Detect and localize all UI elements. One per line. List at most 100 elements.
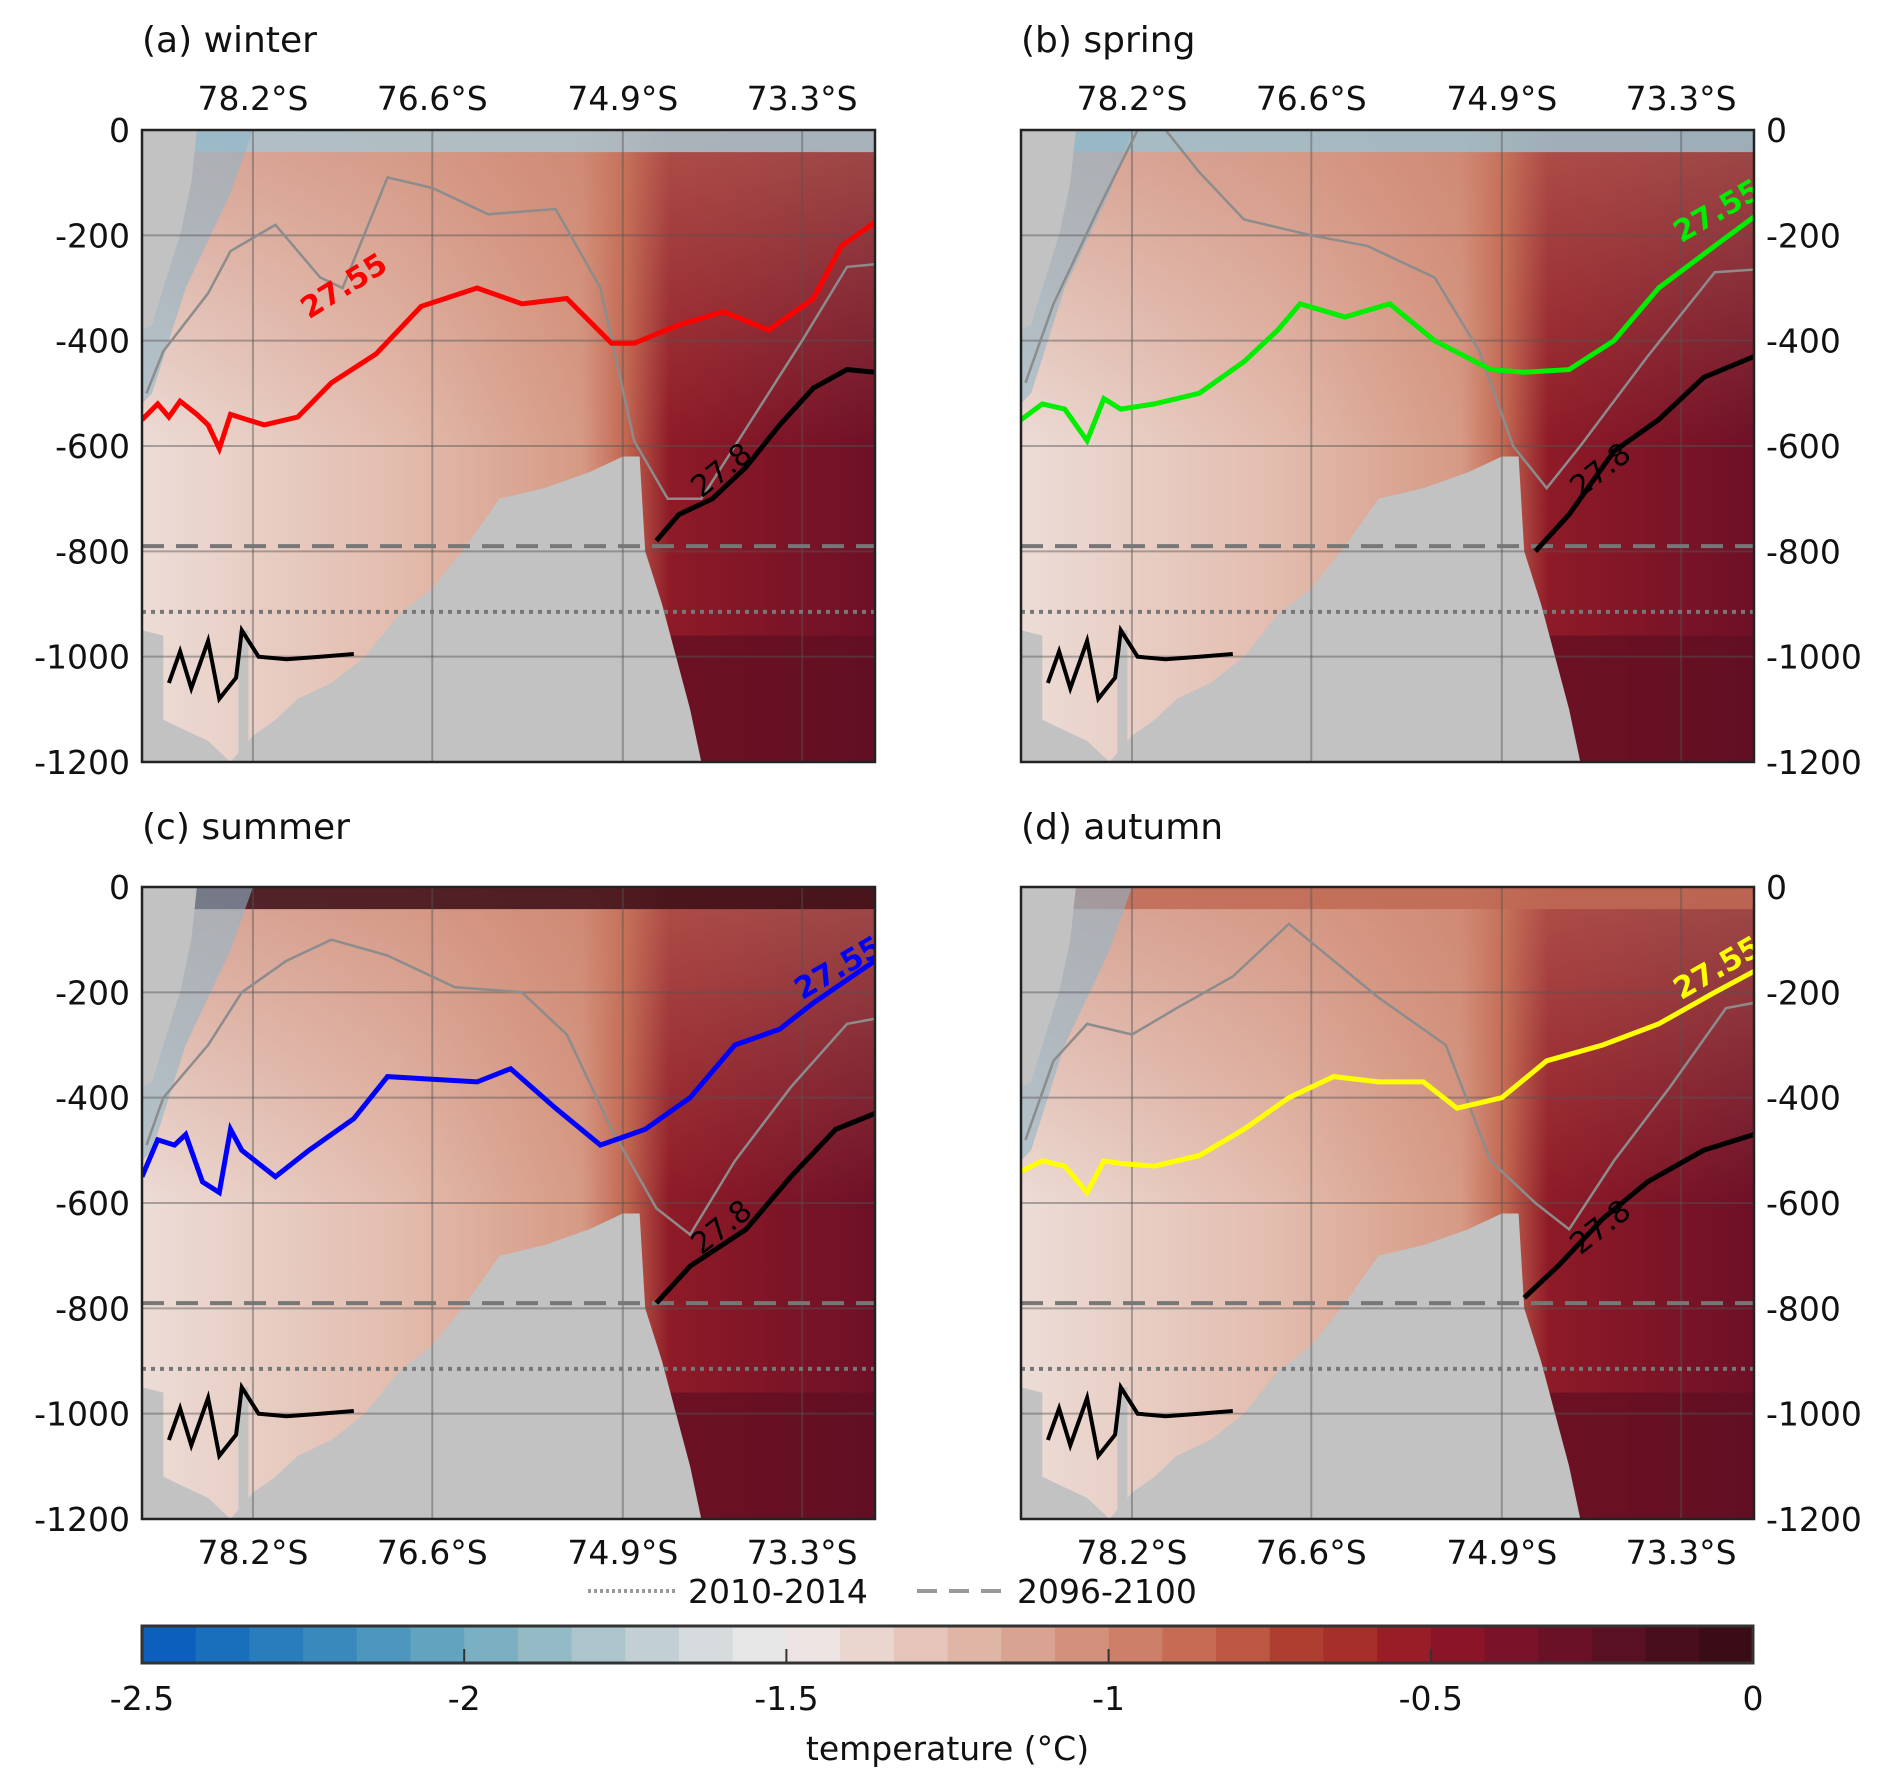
colorbar-frame [140,1624,1755,1665]
panel-title: (c) summer [142,807,350,848]
colorbar-tick-label: -1.5 [754,1679,818,1718]
y-tick-label: -200 [55,973,130,1012]
axes-frame [1019,128,1756,764]
x-tick-label: 76.6°S [377,1533,488,1572]
colorbar-tick-label: -2.5 [110,1679,174,1718]
colorbar-swatch [1484,1626,1539,1663]
colorbar-swatch [1591,1626,1647,1663]
colorbar-swatch [1054,1626,1110,1663]
colorbar-swatch [1216,1626,1271,1663]
legend-label-2010-2014: 2010-2014 [688,1572,868,1611]
isopycnal-27-8-line [654,367,875,543]
ice-shelf-mask [1021,887,1076,1088]
grey-contour-line [1024,922,1754,1232]
isopycnal-27-55-line [142,958,875,1197]
y-tick-label: 0 [1766,868,1787,907]
colorbar-swatch [1269,1626,1324,1663]
y-tick-label: -200 [1766,216,1841,255]
y-tick-label: -400 [55,322,130,361]
panel-title: (b) spring [1021,20,1195,61]
y-tick-label: -400 [55,1079,130,1118]
colorbar-swatch [893,1626,949,1663]
colorbar-label: temperature (°C) [806,1729,1089,1768]
colorbar-swatch [517,1626,573,1663]
grey-contour-line [145,938,875,1237]
y-tick-label: -1000 [1766,638,1862,677]
bathymetry-ridge [1117,1387,1128,1519]
bathymetry-ridge [1117,630,1128,762]
colorbar-swatch [732,1626,787,1663]
colorbar-swatch [1108,1626,1163,1663]
legend-label-2096-2100: 2096-2100 [1017,1572,1197,1611]
panel-title: (a) winter [142,20,317,61]
axes-frame [1019,885,1756,1521]
y-tick-label: 0 [109,868,130,907]
axes-frame [140,885,877,1521]
isopycnal-27-8-line [1522,1132,1754,1300]
colorbar-swatch [1699,1626,1754,1663]
axes-frame [140,128,877,764]
y-tick-label: -1200 [34,1500,130,1539]
colorbar-tick-label: -0.5 [1399,1679,1463,1718]
y-tick-label: -1000 [34,638,130,677]
colorbar-swatch [1538,1626,1593,1663]
colorbar-swatch [1645,1626,1700,1663]
isopycnal-27-8-line [1533,354,1754,553]
panel-title: (d) autumn [1021,807,1223,848]
surface-layer [142,130,875,153]
x-tick-label: 78.2°S [1076,1533,1187,1572]
isopycnal-27-55-line [1021,969,1754,1197]
y-tick-label: -200 [55,216,130,255]
y-tick-label: 0 [109,111,130,150]
y-tick-label: -800 [55,532,130,571]
y-tick-label: -1200 [1766,743,1862,782]
y-tick-label: -800 [55,1289,130,1328]
y-tick-label: -1000 [1766,1395,1862,1434]
x-tick-label: 74.9°S [567,79,678,118]
colorbar-swatch [410,1626,465,1663]
bathymetry-mask-left [1021,1387,1043,1519]
surface-layer [1021,130,1754,153]
x-tick-label: 76.6°S [377,79,488,118]
deep-isopycnal-line [167,624,354,704]
surface-layer [1021,887,1754,910]
colorbar-tick-label: 0 [1743,1679,1764,1718]
colorbar-swatch [142,1626,197,1663]
x-tick-label: 73.3°S [747,79,858,118]
colorbar-swatch [786,1626,841,1663]
ice-shelf-mask [142,130,197,331]
x-tick-label: 74.9°S [1446,1533,1557,1572]
colorbar-swatch [1162,1626,1217,1663]
colorbar-tick-label: -2 [448,1679,481,1718]
x-tick-label: 78.2°S [1076,79,1187,118]
bathymetry-ridge [238,1387,249,1519]
grey-contour-line [145,175,875,500]
bathymetry-mask-left [142,1387,164,1519]
colorbar-swatch [625,1626,680,1663]
isopycnal-27-55-line [1021,214,1754,446]
y-tick-label: -600 [55,427,130,466]
grey-contour-line [1024,130,1754,491]
bathymetry-mask [1021,1213,1581,1519]
x-tick-label: 78.2°S [197,79,308,118]
y-tick-label: -800 [1766,532,1841,571]
x-tick-label: 74.9°S [567,1533,678,1572]
y-tick-label: -200 [1766,973,1841,1012]
colorbar-tick-label: -1 [1092,1679,1125,1718]
bathymetry-mask [1021,456,1581,762]
x-tick-label: 78.2°S [197,1533,308,1572]
x-tick-label: 73.3°S [1626,1533,1737,1572]
colorbar-swatch [1323,1626,1378,1663]
x-tick-label: 73.3°S [747,1533,858,1572]
colorbar-swatch [195,1626,250,1663]
colorbar-swatch [840,1626,895,1663]
y-tick-label: -1000 [34,1395,130,1434]
colorbar-swatch [947,1626,1002,1663]
y-tick-label: 0 [1766,111,1787,150]
colorbar-swatch [571,1626,626,1663]
colorbar-swatch [356,1626,412,1663]
